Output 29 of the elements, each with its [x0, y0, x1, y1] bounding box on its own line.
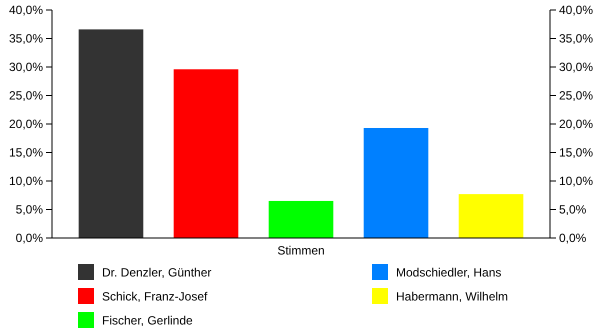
y-tick-label: 30,0%: [8, 60, 44, 74]
text: 25,0%: [559, 88, 594, 102]
x-tick-label: Stimmen: [277, 244, 325, 258]
y-tick-label: 10,0%: [8, 174, 44, 188]
bar: [458, 194, 524, 238]
y-tick-label: 40,0%: [8, 2, 44, 17]
text: 0,0%: [559, 230, 586, 245]
text: 10,0%: [559, 174, 594, 188]
legend-label: Schick, Franz-Josef: [102, 290, 208, 304]
text: 5,0%: [559, 202, 586, 216]
text: 30,0%: [559, 60, 594, 74]
y-tick-label: 15,0%: [8, 145, 44, 160]
bar: [364, 128, 428, 238]
bar: [268, 200, 334, 238]
legend-label: Fischer, Gerlinde: [102, 314, 194, 328]
y-tick-label: 20,0%: [8, 116, 44, 131]
legend-label: Habermann, Wilhelm: [396, 290, 508, 304]
text: 35,0%: [559, 31, 594, 46]
y-tick-label: 25,0%: [8, 88, 44, 102]
legend-label: Dr. Denzler, Günther: [102, 266, 212, 280]
y-tick-label: 5,0%: [16, 202, 44, 216]
text: 40,0%: [559, 2, 594, 17]
legend-label: Modschiedler, Hans: [396, 266, 502, 280]
y-tick-label: 35,0%: [8, 31, 44, 46]
y-tick-label: 0,0%: [16, 230, 44, 245]
bar: [174, 69, 238, 238]
bar: [78, 29, 144, 238]
text: 20,0%: [559, 116, 594, 131]
text: 15,0%: [559, 145, 594, 160]
